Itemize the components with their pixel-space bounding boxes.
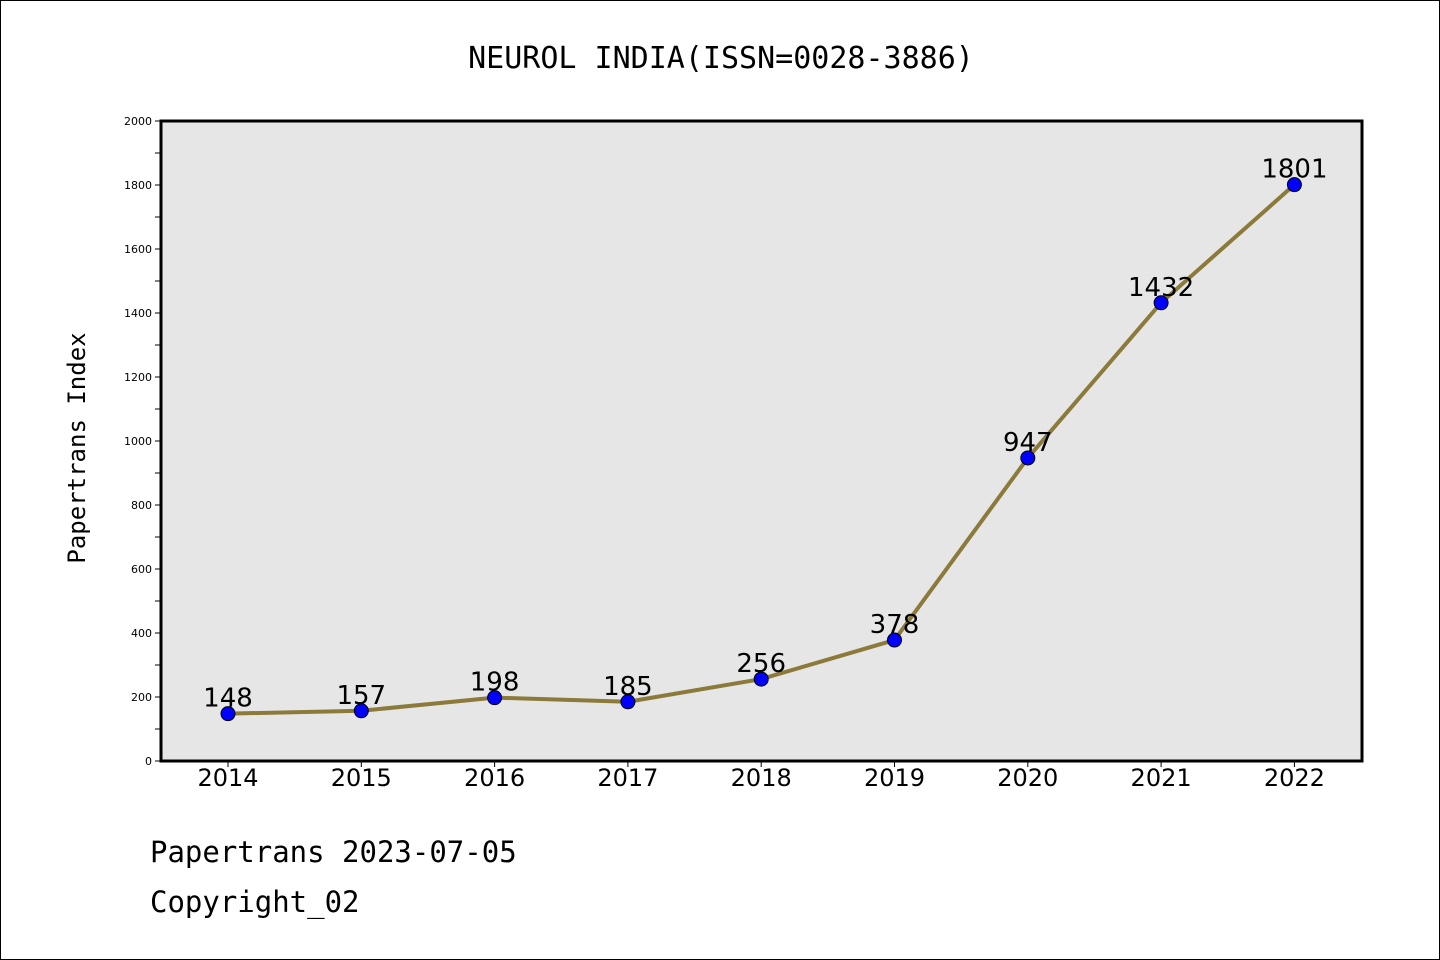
x-tick-label: 2021 <box>1131 764 1192 792</box>
data-label: 1432 <box>1128 273 1194 303</box>
y-tick-label: 400 <box>131 627 152 640</box>
data-label: 947 <box>1003 428 1053 458</box>
data-label: 1801 <box>1261 155 1327 185</box>
data-label: 185 <box>603 672 653 702</box>
data-point <box>1286 177 1302 193</box>
footer-date: Papertrans 2023-07-05 <box>150 835 517 869</box>
y-tick-label: 1800 <box>124 179 152 192</box>
y-axis-ticks: 0 200 400 600 800 1000 1200 1400 1600 1800 2000 <box>124 115 161 768</box>
data-point <box>887 632 902 648</box>
data-point <box>220 706 236 722</box>
data-point <box>620 694 636 710</box>
y-tick-label: 600 <box>131 563 152 576</box>
x-tick-label: 2022 <box>1264 764 1325 792</box>
data-label: 378 <box>870 610 920 640</box>
x-tick-label: 2015 <box>331 764 392 792</box>
x-tick-label: 2019 <box>864 764 925 792</box>
y-tick-label: 200 <box>131 691 152 704</box>
x-tick-label: 2020 <box>997 764 1058 792</box>
data-point <box>1020 450 1036 466</box>
data-label: 157 <box>336 681 386 711</box>
data-point <box>487 690 503 706</box>
data-point <box>353 703 369 719</box>
y-tick-label: 0 <box>145 755 152 768</box>
data-label: 148 <box>203 684 253 714</box>
x-tick-label: 2018 <box>731 764 792 792</box>
y-tick-label: 800 <box>131 499 152 512</box>
y-axis-label: Papertrans Index <box>63 332 91 563</box>
y-tick-label: 1600 <box>124 243 152 256</box>
data-point <box>753 671 769 687</box>
x-tick-label: 2014 <box>197 764 258 792</box>
chart-title: NEUROL INDIA(ISSN=0028-3886) <box>468 41 974 76</box>
x-tick-label: 2016 <box>464 764 525 792</box>
y-tick-label: 2000 <box>124 115 152 128</box>
data-label: 256 <box>736 649 786 679</box>
series-group: 148 157 198 185 256 378 947 1432 1801 <box>203 155 1327 722</box>
plot-area <box>159 119 1364 763</box>
footer-copyright: Copyright_02 <box>150 885 360 919</box>
x-axis-ticks: 2014 2015 2016 2017 2018 2019 2020 2021 2022 <box>197 761 1325 792</box>
y-tick-label: 1200 <box>124 371 152 384</box>
y-tick-label: 1000 <box>124 435 152 448</box>
data-label: 198 <box>470 668 520 698</box>
x-tick-label: 2017 <box>597 764 658 792</box>
data-point <box>1153 295 1169 311</box>
y-tick-label: 1400 <box>124 307 152 320</box>
